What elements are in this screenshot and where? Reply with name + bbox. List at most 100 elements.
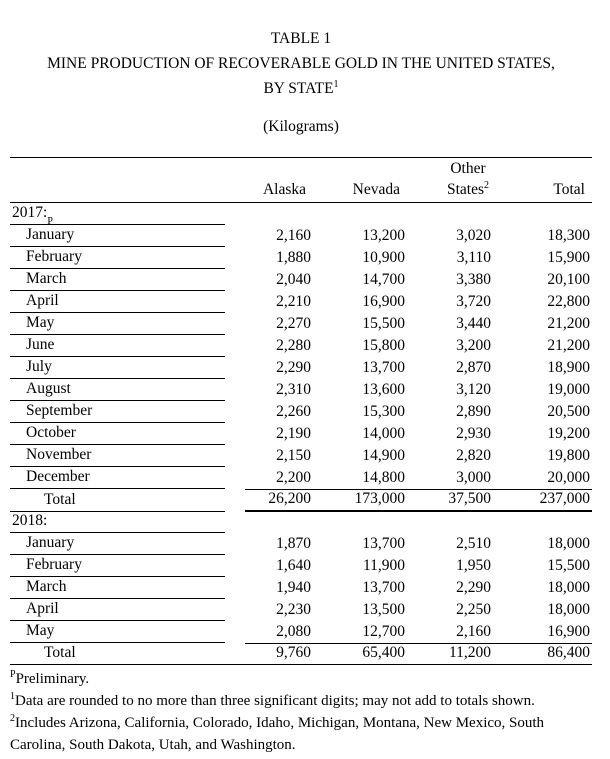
cell-alaska: 2,200: [276, 469, 311, 486]
cell-total: 18,000: [547, 579, 590, 596]
cell-total: 20,100: [547, 271, 590, 288]
table-row: July 2,290 13,700 2,870 18,900: [10, 357, 592, 379]
cell-other-states: 3,380: [456, 271, 491, 288]
row-label: April: [10, 599, 225, 621]
table-title-line1: MINE PRODUCTION OF RECOVERABLE GOLD IN T…: [47, 55, 555, 72]
cell-nevada: 11,900: [362, 557, 405, 574]
table-row: May 2,270 15,500 3,440 21,200: [10, 313, 592, 335]
row-label: February: [10, 247, 225, 269]
row-spacer: [225, 577, 245, 599]
row-label: November: [10, 445, 225, 467]
year-label: 2017: P: [10, 203, 225, 227]
cell-total: 22,800: [547, 293, 590, 310]
cell-nevada: 12,700: [362, 623, 405, 640]
cell-other-states: 2,290: [456, 579, 491, 596]
table-title-line2-text: BY STATE: [263, 80, 334, 97]
total-cell-total: 237,000: [493, 489, 592, 512]
column-header-total: Total: [493, 158, 592, 202]
cell-other-states: 1,950: [456, 557, 491, 574]
table-header-row: Alaska Nevada Other States2 Total: [10, 157, 592, 203]
column-header-alaska-label: Alaska: [262, 181, 306, 198]
cell-total: 18,000: [547, 601, 590, 618]
table-total-row: Total 26,200 173,000 37,500 237,000: [10, 489, 592, 512]
cell-nevada: 13,700: [362, 579, 405, 596]
year-label-text: 2017:: [12, 204, 48, 221]
table-row: October 2,190 14,000 2,930 19,200: [10, 423, 592, 445]
cell-alaska: 1,880: [276, 249, 311, 266]
row-label: March: [10, 269, 225, 291]
footnote-marker: 1: [10, 691, 15, 702]
cell-total: 19,000: [547, 381, 590, 398]
table-row: April 2,210 16,900 3,720 22,800: [10, 291, 592, 313]
cell-nevada: 13,700: [362, 359, 405, 376]
total-row-label: Total: [44, 644, 76, 661]
table-row: April 2,230 13,500 2,250 18,000: [10, 599, 592, 621]
footnote-rounding: 1Data are rounded to no more than three …: [10, 690, 602, 712]
cell-alaska: 1,870: [276, 535, 311, 552]
table-row: June 2,280 15,800 3,200 21,200: [10, 335, 592, 357]
cell-alaska: 2,230: [276, 601, 311, 618]
row-spacer: [225, 423, 245, 445]
cell-other-states: 3,110: [456, 249, 491, 266]
cell-total: 18,000: [547, 535, 590, 552]
cell-total: 18,300: [547, 227, 590, 244]
other-states-line2: States: [446, 181, 484, 198]
table-row: December 2,200 14,800 3,000 20,000: [10, 467, 592, 489]
row-spacer: [225, 445, 245, 467]
row-label: April: [10, 291, 225, 313]
row-label: January: [10, 533, 225, 555]
column-header-alaska: Alaska: [245, 158, 313, 202]
footnote-text: Data are rounded to no more than three s…: [15, 693, 535, 709]
cell-other-states: 3,720: [456, 293, 491, 310]
row-spacer: [225, 467, 245, 489]
cell-alaska: 2,040: [276, 271, 311, 288]
footnote-other-states: 2Includes Arizona, California, Colorado,…: [10, 712, 602, 756]
table-total-row: Total 9,760 65,400 11,200 86,400: [10, 643, 592, 665]
table-year-row: 2018:: [10, 511, 592, 533]
total-cell-alaska: 26,200: [245, 489, 313, 512]
cell-alaska: 2,270: [276, 315, 311, 332]
column-header-other-states-label: Other States2: [447, 158, 489, 200]
footnotes: PPreliminary. 1Data are rounded to no mo…: [10, 668, 602, 756]
cell-total: 19,200: [547, 425, 590, 442]
cell-total: 15,900: [547, 249, 590, 266]
total-cell-nevada: 65,400: [313, 643, 407, 664]
cell-alaska: 2,160: [276, 227, 311, 244]
cell-alaska: 2,290: [276, 359, 311, 376]
row-spacer: [225, 379, 245, 401]
table-row: May 2,080 12,700 2,160 16,900: [10, 621, 592, 643]
row-spacer: [225, 489, 245, 512]
footnote-preliminary: PPreliminary.: [10, 668, 602, 690]
table-row: November 2,150 14,900 2,820 19,800: [10, 445, 592, 467]
cell-total: 15,500: [547, 557, 590, 574]
title-footnote-marker: 1: [333, 78, 339, 90]
cell-other-states: 3,020: [456, 227, 491, 244]
units-label: (Kilograms): [263, 118, 339, 135]
table-year-row: 2017: P: [10, 203, 592, 227]
cell-alaska: 2,150: [276, 447, 311, 464]
cell-other-states: 3,120: [456, 381, 491, 398]
cell-alaska: 1,940: [276, 579, 311, 596]
row-label: December: [10, 467, 225, 489]
row-label: June: [10, 335, 225, 357]
cell-total: 21,200: [547, 315, 590, 332]
cell-alaska: 2,190: [276, 425, 311, 442]
cell-other-states: 2,250: [456, 601, 491, 618]
cell-nevada: 13,500: [362, 601, 405, 618]
year-label: 2018:: [10, 511, 225, 533]
total-row-label: Total: [10, 489, 225, 512]
row-label: May: [10, 313, 225, 335]
row-label: August: [10, 379, 225, 401]
other-states-footnote-marker: 2: [484, 179, 489, 191]
cell-alaska: 2,260: [276, 403, 311, 420]
cell-alaska: 2,310: [276, 381, 311, 398]
cell-nevada: 14,700: [362, 271, 405, 288]
table-row: March 2,040 14,700 3,380 20,100: [10, 269, 592, 291]
cell-nevada: 13,600: [362, 381, 405, 398]
total-cell-other-states: 37,500: [407, 489, 493, 512]
cell-total: 21,200: [547, 337, 590, 354]
row-label: March: [10, 577, 225, 599]
row-label: February: [10, 555, 225, 577]
row-spacer: [225, 357, 245, 379]
footnote-text: Includes Arizona, California, Colorado, …: [10, 715, 545, 753]
